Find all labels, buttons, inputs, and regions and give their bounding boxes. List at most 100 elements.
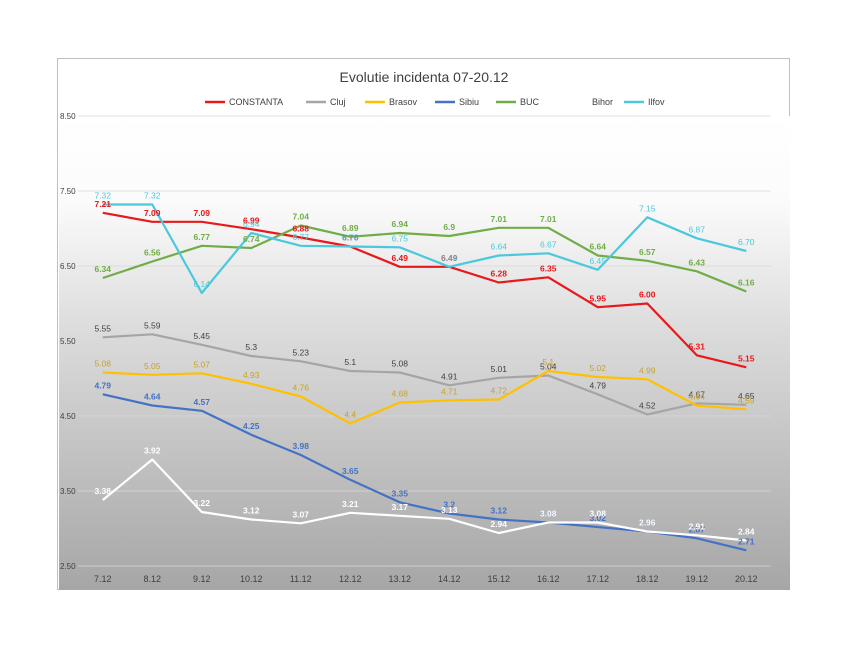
data-label: 6.64: [589, 242, 606, 252]
data-label: 3.2: [443, 500, 455, 510]
y-tick-label: 5.50: [60, 337, 76, 346]
data-label: 4.79: [589, 380, 606, 390]
data-label: 2.87: [688, 524, 705, 534]
data-label: 4.68: [391, 389, 408, 399]
data-label: 3.08: [589, 509, 606, 519]
data-label: 6.94: [243, 219, 260, 229]
data-label: 6.77: [292, 232, 309, 242]
y-tick-label: 8.50: [60, 112, 76, 121]
data-label: 6.56: [144, 248, 161, 258]
data-label: 2.91: [688, 521, 705, 531]
data-label: 6.76: [342, 233, 359, 243]
data-label: 3.98: [292, 441, 309, 451]
series-line: [102, 369, 747, 425]
data-label: 6.67: [540, 239, 557, 249]
legend-entry: Bihor: [592, 97, 613, 107]
chart-title: Evolutie incidenta 07-20.12: [340, 69, 509, 85]
data-label: 6.43: [688, 257, 705, 267]
data-label: 6.49: [441, 253, 458, 263]
data-label: 7.09: [144, 208, 161, 218]
data-label: 4.52: [639, 401, 656, 411]
y-axis-tick-labels: 2.50 3.50 4.50 5.50 6.50 7.50 8.50: [60, 112, 76, 571]
data-label: 7.32: [94, 191, 111, 201]
data-label: 3.35: [391, 488, 408, 498]
x-tick-label: 14.12: [438, 574, 461, 584]
y-tick-label: 7.50: [60, 187, 76, 196]
chart-frame: Evolutie incidenta 07-20.12 2.50 3.50 4.50…: [57, 58, 790, 590]
data-label: 5.1: [344, 357, 356, 367]
x-tick-label: 12.12: [339, 574, 362, 584]
data-label: 7.15: [639, 203, 656, 213]
data-label: 5.08: [94, 359, 111, 369]
data-label: 5.1: [542, 357, 554, 367]
legend-entry: Cluj: [330, 97, 346, 107]
data-label: 6.14: [193, 279, 210, 289]
data-label: 5.45: [193, 331, 210, 341]
data-label: 6.28: [490, 269, 507, 279]
y-tick-label: 3.50: [60, 487, 76, 496]
data-label: 6.70: [738, 237, 755, 247]
data-label: 3.22: [193, 498, 210, 508]
data-label: 2.96: [639, 518, 656, 528]
data-label: 6.74: [243, 234, 260, 244]
data-label: 5.15: [738, 353, 755, 363]
data-label: 3.92: [144, 446, 161, 456]
y-tick-label: 4.50: [60, 412, 76, 421]
data-label: 6.64: [490, 242, 507, 252]
legend-entry: BUC: [520, 97, 540, 107]
data-label: 7.01: [490, 214, 507, 224]
data-label: 6.87: [688, 224, 705, 234]
x-tick-label: 10.12: [240, 574, 263, 584]
data-label: 3.07: [292, 509, 309, 519]
data-label: 4.25: [243, 421, 260, 431]
data-label: 4.67: [688, 389, 705, 399]
data-label: 3.38: [94, 486, 111, 496]
data-label: 4.76: [292, 383, 309, 393]
data-label: 6.00: [639, 290, 656, 300]
data-label: 4.91: [441, 371, 458, 381]
x-tick-label: 13.12: [388, 574, 411, 584]
data-label: 4.59: [738, 395, 755, 405]
data-label: 5.31: [688, 341, 705, 351]
series-line: [102, 224, 747, 293]
data-label: 4.99: [639, 365, 656, 375]
x-tick-label: 16.12: [537, 574, 560, 584]
data-label: 5.07: [193, 359, 210, 369]
data-label: 6.94: [391, 219, 408, 229]
data-label: 5.01: [490, 364, 507, 374]
data-label: 3.21: [342, 499, 359, 509]
data-label: 4.72: [490, 386, 507, 396]
data-labels: 7.21 7.09 7.09 6.99 6.88 6.76 6.49 6.49 6.28 6.35…: [94, 191, 754, 547]
data-label: 5.59: [144, 320, 161, 330]
data-label: 5.23: [292, 347, 309, 357]
x-tick-label: 18.12: [636, 574, 659, 584]
legend-entry: Brasov: [389, 97, 418, 107]
data-label: 7.21: [94, 199, 111, 209]
data-label: 6.9: [443, 222, 455, 232]
x-tick-label: 20.12: [735, 574, 758, 584]
legend: CONSTANTA Cluj Brasov Sibiu BUC Bihor Ilfov: [205, 97, 665, 107]
data-label: 6.45: [589, 256, 606, 266]
legend-entry: CONSTANTA: [229, 97, 283, 107]
series-line: [102, 203, 747, 295]
data-label: 6.16: [738, 278, 755, 288]
x-tick-label: 17.12: [586, 574, 609, 584]
data-label: 6.49: [441, 253, 458, 263]
data-label: 7.04: [292, 212, 309, 222]
x-tick-label: 9.12: [193, 574, 211, 584]
data-label: 4.64: [688, 392, 705, 402]
data-label: 3.08: [540, 509, 557, 519]
data-label: 6.89: [342, 223, 359, 233]
data-label: 5.95: [589, 293, 606, 303]
series-line: [102, 333, 747, 416]
data-label: 3.12: [243, 506, 260, 516]
data-label: 7.01: [540, 214, 557, 224]
data-label: 2.84: [738, 527, 755, 537]
data-label: 2.94: [490, 519, 507, 529]
data-label: 3.12: [490, 506, 507, 516]
data-label: 3.02: [589, 513, 606, 523]
data-label: 4.57: [193, 397, 210, 407]
data-label: 6.57: [639, 247, 656, 257]
data-label: 4.65: [738, 391, 755, 401]
data-label: 5.02: [589, 363, 606, 373]
